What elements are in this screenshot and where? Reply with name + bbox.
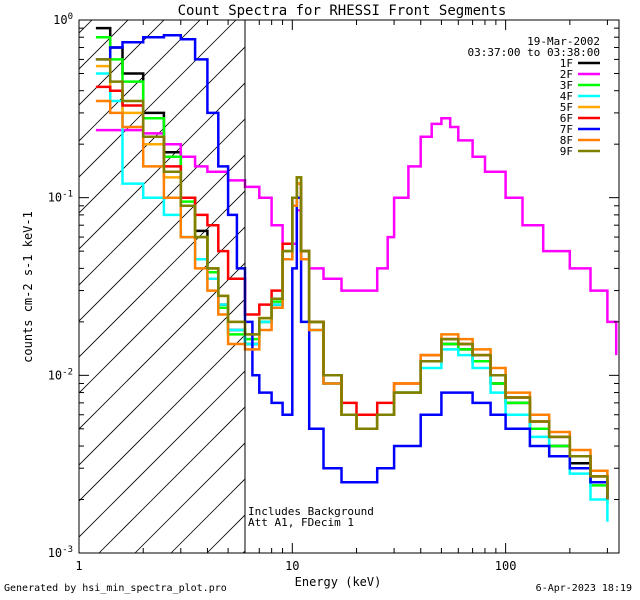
hatch-line [79, 298, 245, 466]
y-tick-label: 100 [53, 12, 73, 27]
hatch-line [79, 334, 245, 502]
y-tick-label: 10-2 [48, 367, 73, 382]
annotation-attenuator: Att A1, FDecim 1 [248, 516, 354, 529]
hatched-region [79, 20, 245, 553]
legend-label: 9F [560, 145, 573, 158]
hatch-line [206, 514, 245, 553]
x-axis-label: Energy (keV) [295, 575, 382, 589]
legend-label: 5F [560, 101, 573, 114]
series-7F [95, 34, 609, 500]
legend-label: 1F [560, 57, 573, 70]
chart-title: Count Spectra for RHESSI Front Segments [178, 3, 507, 19]
hatch-line [79, 118, 245, 286]
hatch-line [79, 262, 245, 430]
series-4F [95, 72, 609, 522]
legend-label: 7F [560, 123, 573, 136]
footer-timestamp: 6-Apr-2023 18:19 [535, 583, 632, 594]
hatch-line [134, 442, 245, 553]
hatch-line [79, 226, 245, 394]
annotation-background: Includes Background [248, 505, 374, 518]
x-tick-label: 10 [285, 559, 299, 573]
hatch-line [79, 190, 245, 358]
series-9F [95, 58, 609, 500]
legend-label: 6F [560, 112, 573, 125]
hatch-line [79, 82, 245, 250]
legend-label: 3F [560, 79, 573, 92]
legend-label: 2F [560, 68, 573, 81]
hatch-line [79, 46, 245, 214]
legend-label: 8F [560, 134, 573, 147]
y-tick-label: 10-1 [48, 190, 73, 205]
y-axis-label: counts cm-2 s-1 keV-1 [21, 211, 35, 363]
hatch-line [79, 370, 245, 538]
plot-frame [78, 19, 620, 554]
x-tick-label: 100 [495, 559, 517, 573]
series-2F [95, 116, 618, 356]
hatch-line [98, 406, 245, 553]
hatch-line [79, 20, 237, 178]
date-label: 19-Mar-2002 [527, 35, 600, 48]
y-tick-label: 10-3 [48, 545, 73, 560]
footer-generated-by: Generated by hsi_min_spectra_plot.pro [4, 583, 227, 594]
hatch-line [79, 20, 165, 106]
hatch-line [79, 154, 245, 322]
hatch-line [79, 20, 201, 142]
time-range-label: 03:37:00 to 03:38:00 [468, 46, 600, 59]
hatch-line [79, 20, 93, 34]
legend-label: 4F [560, 90, 573, 103]
x-tick-label: 1 [75, 559, 82, 573]
hatch-line [242, 550, 245, 553]
